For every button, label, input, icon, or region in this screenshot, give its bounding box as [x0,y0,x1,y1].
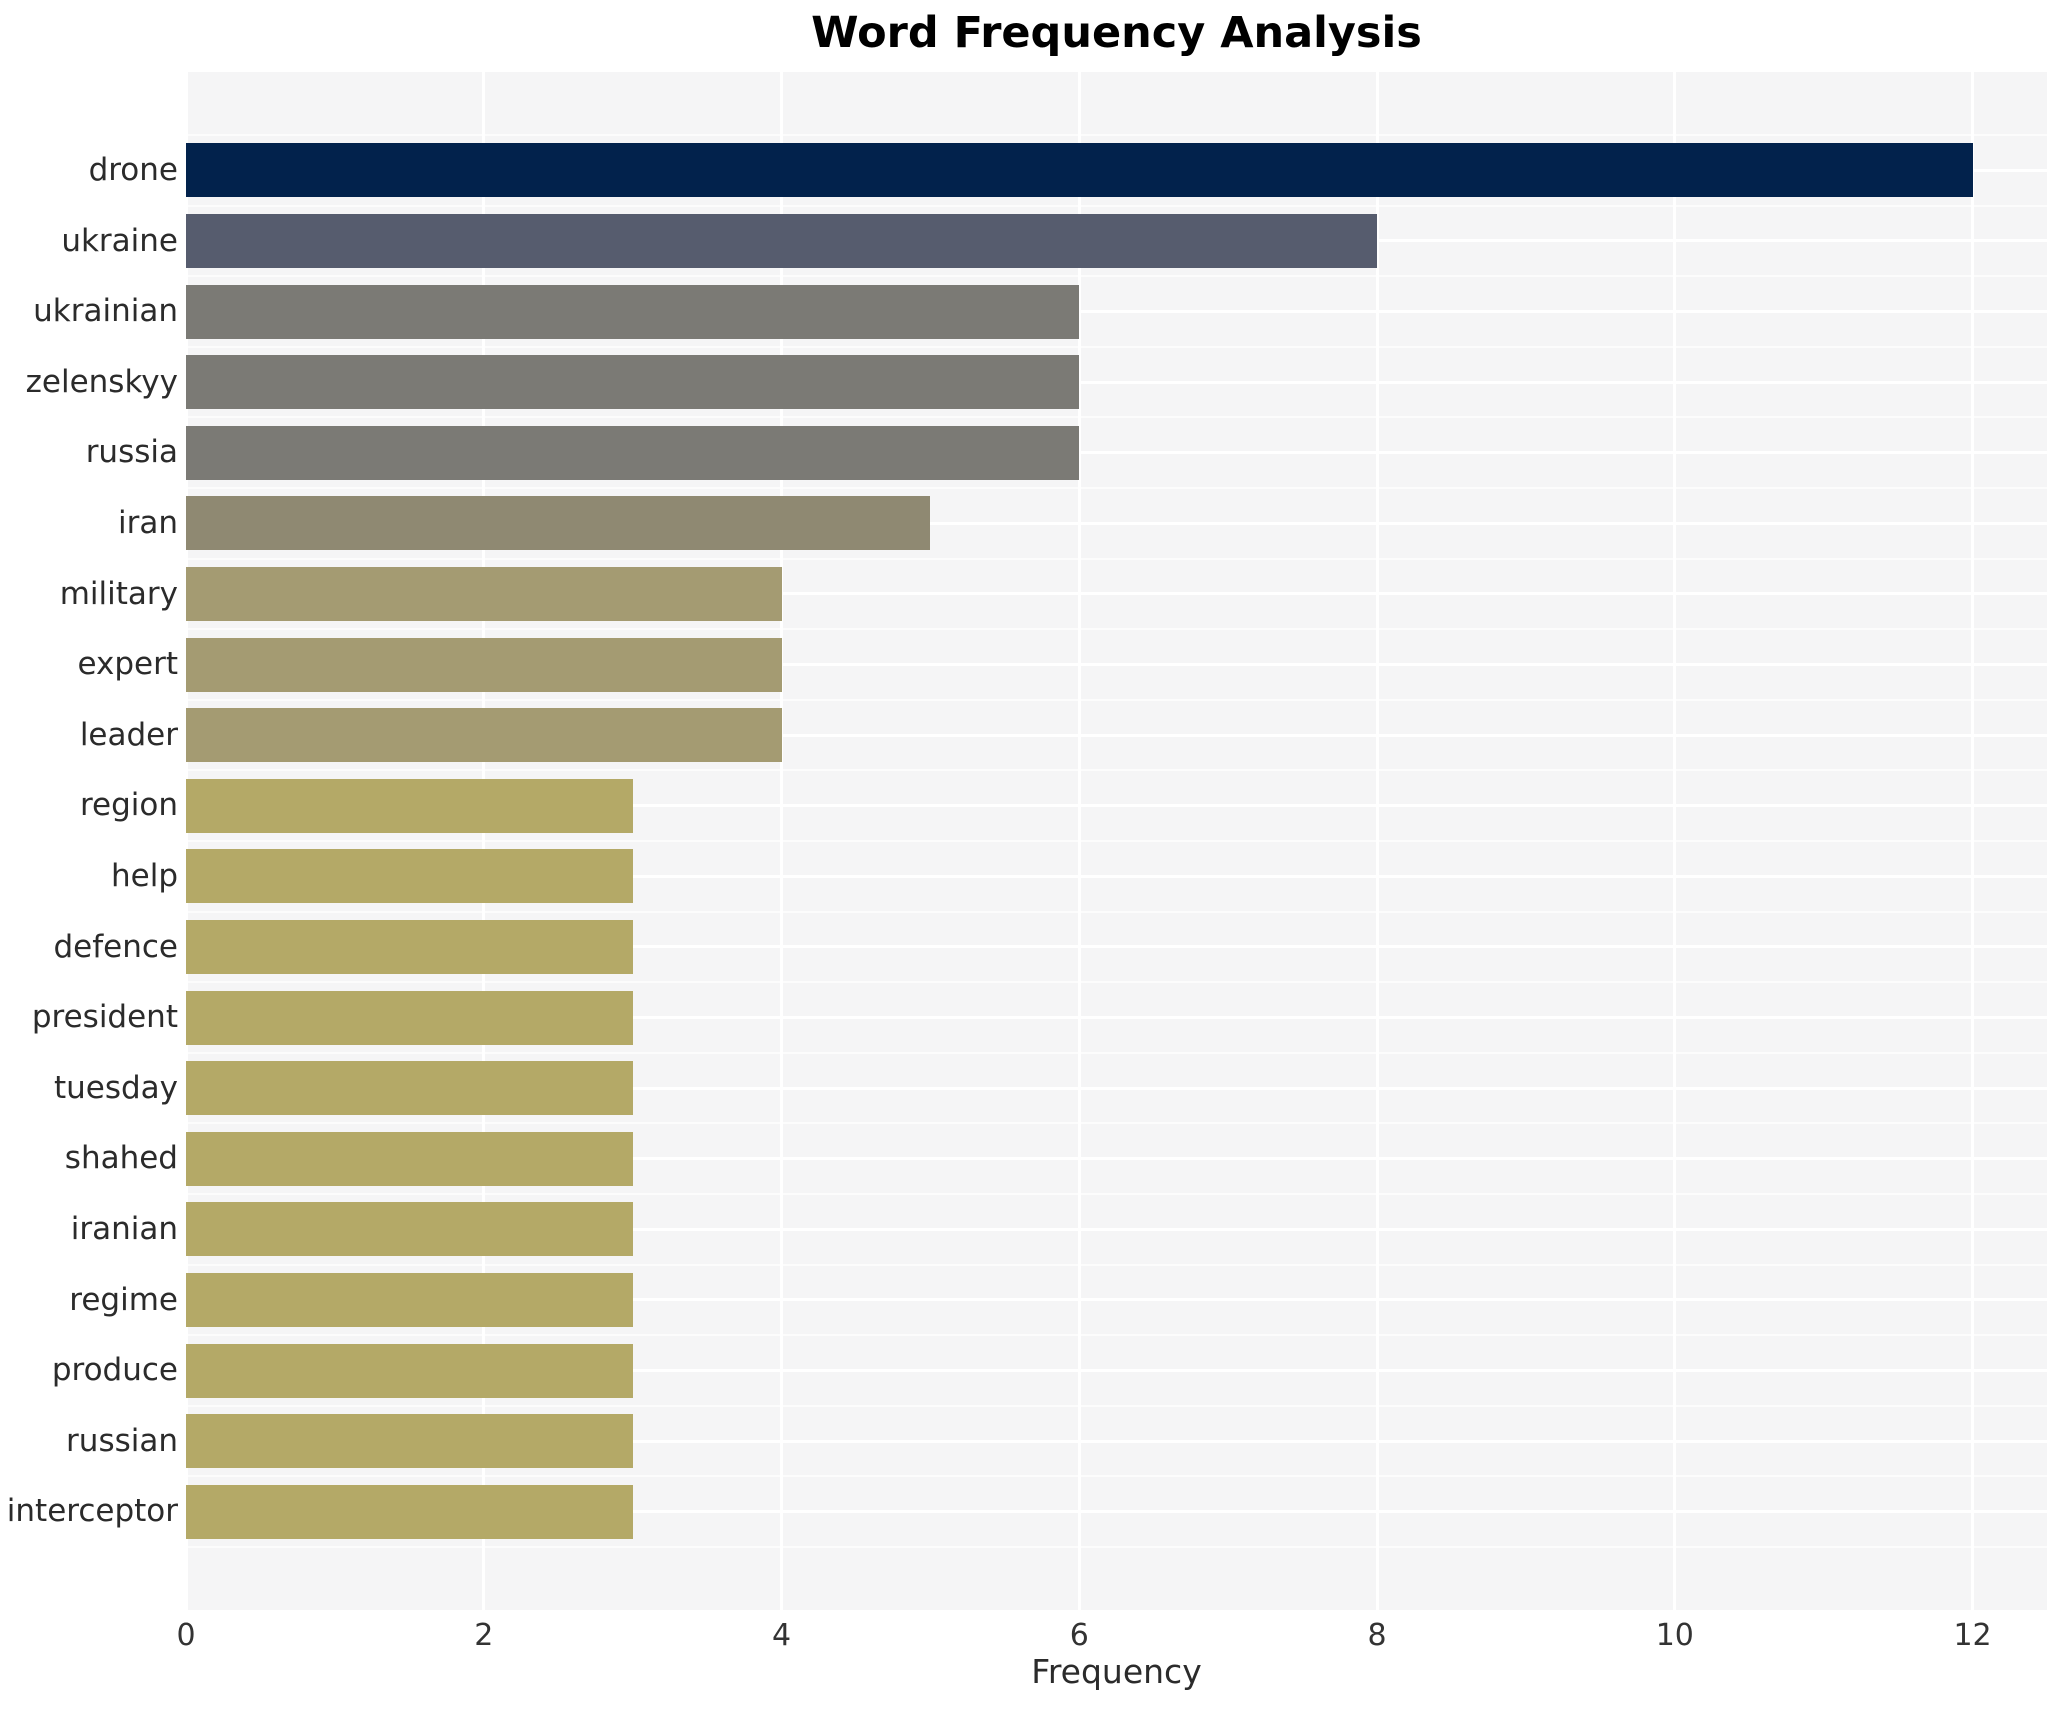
gridline-horizontal-minor [186,981,2047,984]
gridline-horizontal-minor [186,1263,2047,1266]
gridline-horizontal-minor [186,769,2047,772]
bar-tuesday [186,1061,633,1116]
gridline-horizontal [186,874,2047,878]
gridline-horizontal [186,1369,2047,1372]
gridline-horizontal [186,380,2047,384]
gridline-horizontal [186,592,2047,596]
gridline-horizontal [186,1298,2047,1302]
bar-label: president [31,999,178,1036]
bar-iran [186,496,931,551]
x-tick-label: 12 [1953,1618,1992,1653]
bar-military [186,566,782,621]
gridline-horizontal [186,945,2047,949]
bar-label: help [110,858,178,894]
bar-expert [186,637,782,692]
bar-label: leader [79,716,178,753]
bar-label: drone [88,152,178,188]
bar-defence [186,919,633,974]
gridline-horizontal-minor [186,1193,2047,1195]
bar-interceptor [186,1484,633,1539]
bar-russia [186,425,1080,480]
gridline-horizontal-minor [186,557,2047,560]
bar-label: iranian [70,1211,178,1247]
x-axis-title: Frequency [1031,1652,1202,1691]
gridline-horizontal [186,1016,2047,1019]
bar-label: iran [117,505,178,541]
bar-label: expert [77,646,178,683]
gridline-horizontal-minor [186,134,2047,136]
gridline-horizontal [186,1510,2047,1514]
gridline-horizontal-minor [186,1404,2047,1407]
bar-label: produce [51,1352,178,1389]
x-tick-label: 2 [474,1618,494,1653]
gridline-horizontal-minor [186,275,2047,278]
x-tick-label: 0 [176,1618,196,1653]
gridline-horizontal-minor [186,1334,2047,1337]
gridline-horizontal-minor [186,1122,2047,1125]
gridline-horizontal [186,310,2047,313]
bar-zelenskyy [186,355,1080,410]
bar-drone [186,143,1973,198]
bar-label: defence [53,928,179,965]
bar-produce [186,1343,633,1398]
bar-leader [186,708,782,763]
plot-panel [184,72,2047,1610]
gridline-horizontal [186,451,2047,455]
bar-region [186,778,633,833]
gridline-horizontal-minor [186,204,2047,207]
x-axis-ticks: 0 2 4 6 8 10 12 [0,1618,2067,1658]
bar-president [186,990,633,1045]
bar-label: tuesday [53,1069,178,1106]
bar-label: shahed [64,1140,178,1177]
gridline-horizontal [186,1086,2047,1090]
bar-label: russia [85,434,178,471]
bar-help [186,849,633,904]
gridline-horizontal-minor [186,628,2047,631]
gridline-horizontal-minor [186,487,2047,489]
bar-label: zelenskyy [25,363,178,400]
chart-title: Word Frequency Analysis [811,8,1422,58]
bar-shahed [186,1131,633,1186]
gridline-horizontal-minor [186,1051,2047,1054]
bar-regime [186,1272,633,1327]
bar-russian [186,1414,633,1469]
gridline-horizontal-minor [186,840,2047,842]
x-tick-label: 10 [1655,1618,1694,1653]
gridline-horizontal [186,663,2047,666]
bar-label: military [59,575,178,612]
gridline-horizontal [186,1227,2047,1231]
gridline-horizontal [186,733,2047,737]
gridline-horizontal [186,1157,2047,1161]
gridline-horizontal [186,521,2047,525]
bar-label: region [79,787,178,824]
x-tick-label: 6 [1069,1618,1089,1653]
bar-label: regime [69,1281,178,1318]
gridline-horizontal-minor [186,910,2047,913]
gridline-horizontal-minor [186,416,2047,419]
gridline-horizontal-minor [186,698,2047,701]
gridline-horizontal [186,804,2047,808]
bar-label: ukrainian [33,293,178,330]
gridline-horizontal-minor [186,345,2047,348]
bar-label: ukraine [61,222,178,259]
bar-label: russian [66,1422,178,1459]
gridline-horizontal [186,1439,2047,1443]
y-axis-labels: drone ukraine ukrainian zelenskyy russia iran… [0,72,178,1610]
x-tick-label: 8 [1367,1618,1387,1653]
x-tick-label: 4 [771,1618,792,1653]
bar-iranian [186,1202,633,1257]
bar-label: interceptor [6,1493,178,1530]
gridline-horizontal-minor [186,1546,2047,1548]
bar-ukrainian [186,284,1080,339]
bar-ukraine [186,213,1378,268]
gridline-horizontal-minor [186,1475,2047,1478]
